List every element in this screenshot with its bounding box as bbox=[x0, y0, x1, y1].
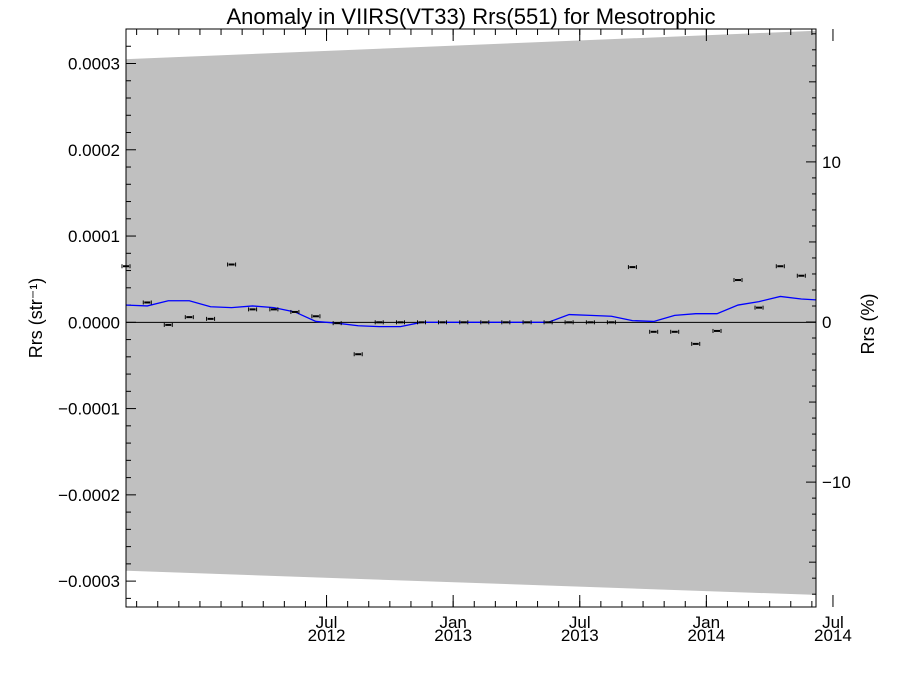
data-point bbox=[311, 314, 321, 319]
data-point bbox=[670, 329, 680, 334]
data-point bbox=[691, 341, 701, 346]
y-tick-label-left: 0.0001 bbox=[68, 227, 120, 246]
data-point bbox=[606, 320, 616, 325]
axes-ticks-layer: 0.0003 0.0002 0.0001 0.0000 −0.0001 −0.0002 −0… bbox=[58, 28, 852, 645]
data-point bbox=[459, 320, 469, 325]
plot-frame bbox=[125, 28, 817, 608]
data-point bbox=[290, 309, 300, 314]
y-tick-label-left: 0.0003 bbox=[68, 55, 120, 74]
data-point bbox=[269, 307, 279, 312]
x-tick-label-year: 2013 bbox=[434, 626, 472, 645]
data-point bbox=[796, 273, 806, 278]
data-point bbox=[522, 320, 532, 325]
x-tick-label-month: Jul bbox=[822, 613, 844, 632]
data-point bbox=[184, 315, 194, 320]
y-tick-label-right: 0 bbox=[822, 313, 831, 332]
x-tick-label-year: 2014 bbox=[814, 626, 852, 645]
data-point bbox=[627, 265, 637, 270]
data-point bbox=[206, 316, 216, 321]
y-axis-label-left: Rrs (str⁻¹) bbox=[26, 278, 46, 358]
x-tick-label-year: 2013 bbox=[561, 626, 599, 645]
data-points-layer bbox=[121, 262, 806, 357]
data-point bbox=[775, 264, 785, 269]
y-tick-label-left: 0.0002 bbox=[68, 141, 120, 160]
data-point bbox=[480, 320, 490, 325]
x-tick-label-year: 2012 bbox=[308, 626, 346, 645]
chart-title: Anomaly in VIIRS(VT33) Rrs(551) for Meso… bbox=[226, 4, 715, 29]
data-point bbox=[142, 300, 152, 305]
data-point bbox=[501, 320, 511, 325]
data-point bbox=[353, 352, 363, 357]
data-point bbox=[374, 320, 384, 325]
data-point bbox=[416, 320, 426, 325]
data-point bbox=[227, 262, 237, 267]
anomaly-line bbox=[125, 295, 817, 328]
x-tick-label-month: Jul bbox=[569, 613, 591, 632]
y-tick-label-left: −0.0002 bbox=[58, 486, 120, 505]
uncertainty-band-layer bbox=[126, 30, 816, 595]
data-point bbox=[564, 320, 574, 325]
y-axis-label-right: Rrs (%) bbox=[858, 294, 878, 355]
data-point bbox=[733, 278, 743, 283]
uncertainty-band bbox=[126, 30, 816, 595]
x-tick-label-year: 2014 bbox=[687, 626, 725, 645]
x-tick-label-month: Jan bbox=[693, 613, 720, 632]
data-point bbox=[712, 328, 722, 333]
data-point bbox=[248, 307, 258, 312]
anomaly-line-layer bbox=[125, 295, 817, 328]
data-point bbox=[754, 305, 764, 310]
data-point bbox=[585, 320, 595, 325]
data-point bbox=[543, 320, 553, 325]
y-tick-label-left: −0.0003 bbox=[58, 572, 120, 591]
data-point bbox=[332, 321, 342, 326]
y-tick-label-right: −10 bbox=[822, 473, 851, 492]
y-tick-label-left: −0.0001 bbox=[58, 400, 120, 419]
x-tick-label-month: Jan bbox=[439, 613, 466, 632]
data-point bbox=[395, 320, 405, 325]
y-tick-label-right: 10 bbox=[822, 153, 841, 172]
data-point bbox=[649, 329, 659, 334]
data-point bbox=[438, 320, 448, 325]
y-tick-label-left: 0.0000 bbox=[68, 313, 120, 332]
x-tick-label-month: Jul bbox=[316, 613, 338, 632]
data-point bbox=[163, 322, 173, 327]
